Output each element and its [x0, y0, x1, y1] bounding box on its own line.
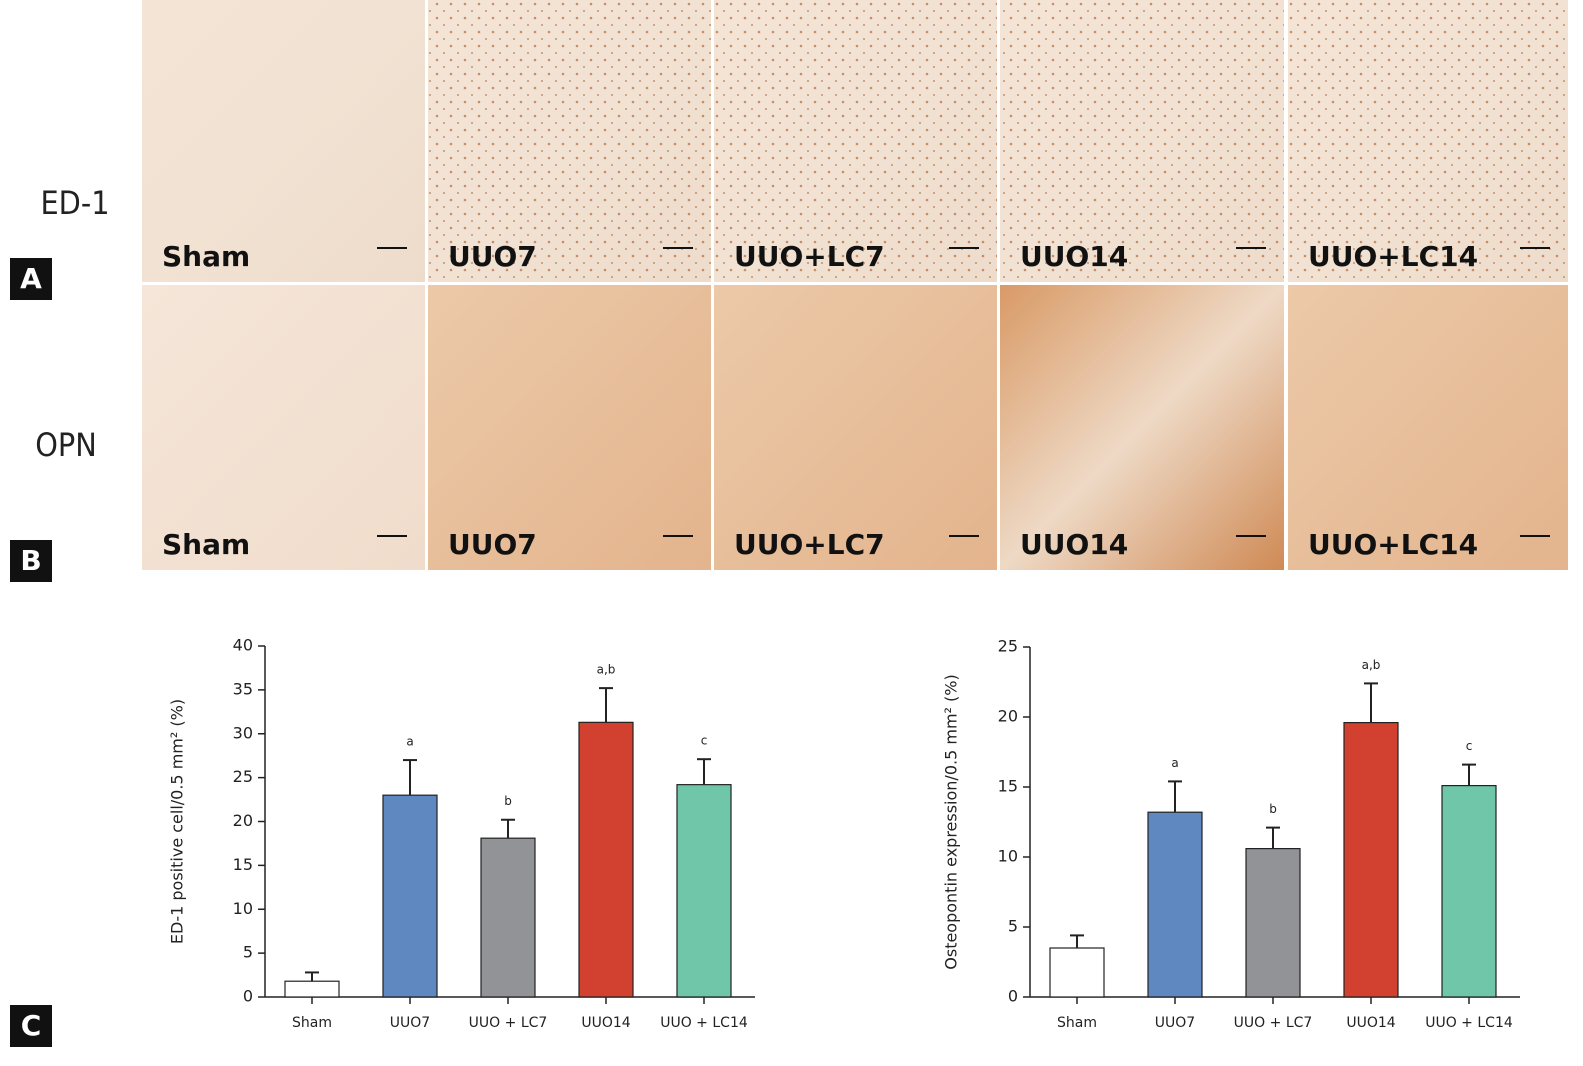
- y-tick-label: 10: [998, 847, 1018, 866]
- bar: [1049, 947, 1105, 998]
- significance-label: c: [701, 734, 708, 748]
- image-label: UUO+LC7: [734, 240, 885, 273]
- y-tick-label: 15: [233, 855, 253, 874]
- bar: [284, 980, 340, 998]
- panel-letter-box: [10, 258, 52, 300]
- bar: [578, 721, 634, 998]
- significance-label: a,b: [1362, 658, 1381, 672]
- x-tick-label: UUO7: [390, 1015, 430, 1031]
- significance-label: a,b: [597, 663, 616, 677]
- x-tick-label: UUO7: [1155, 1015, 1195, 1031]
- y-tick-label: 5: [243, 943, 253, 962]
- significance-label: b: [1269, 802, 1277, 816]
- y-tick-label: 25: [233, 767, 253, 786]
- y-axis-label: ED-1 positive cell/0.5 mm² (%): [168, 699, 187, 944]
- bar: [1343, 721, 1399, 998]
- stain-dots: [428, 0, 711, 282]
- significance-label: c: [1466, 739, 1473, 753]
- bar: [1245, 847, 1301, 998]
- y-tick-label: 5: [1008, 917, 1018, 936]
- stain-dots: [1000, 0, 1284, 282]
- x-tick-label: UUO14: [1346, 1015, 1395, 1031]
- panel-letter: A: [20, 262, 42, 295]
- stain-dots: [1288, 0, 1568, 282]
- y-tick-label: 25: [998, 637, 1018, 656]
- y-tick-label: 20: [233, 811, 253, 830]
- x-tick-label: UUO + LC14: [660, 1015, 748, 1031]
- bar: [480, 837, 536, 998]
- x-tick-label: UUO + LC14: [1425, 1015, 1513, 1031]
- image-label: Sham: [162, 240, 250, 273]
- micrograph: [142, 0, 425, 282]
- x-tick-label: UUO + LC7: [1234, 1015, 1313, 1031]
- panel-letter-box: [10, 540, 52, 582]
- y-tick-label: 15: [998, 777, 1018, 796]
- image-label: UUO7: [448, 240, 537, 273]
- micrograph: [1288, 285, 1568, 570]
- x-tick-label: UUO + LC7: [469, 1015, 548, 1031]
- image-label: UUO14: [1020, 240, 1128, 273]
- x-tick-label: Sham: [1057, 1015, 1097, 1031]
- image-label: UUO+LC14: [1308, 240, 1478, 273]
- x-tick-label: Sham: [292, 1015, 332, 1031]
- image-label: Sham: [162, 528, 250, 561]
- y-tick-label: 0: [243, 987, 253, 1006]
- y-axis-label: Osteopontin expression/0.5 mm² (%): [942, 674, 961, 969]
- micrograph: [428, 285, 711, 570]
- x-tick-label: UUO14: [581, 1015, 630, 1031]
- micrograph: [142, 285, 425, 570]
- y-tick-label: 30: [233, 723, 253, 742]
- y-tick-label: 35: [233, 679, 253, 698]
- y-tick-label: 20: [998, 707, 1018, 726]
- image-label: UUO7: [448, 528, 537, 561]
- stain-dots: [714, 0, 997, 282]
- image-label: UUO+LC14: [1308, 528, 1478, 561]
- bar: [1441, 784, 1497, 998]
- significance-label: a: [1171, 756, 1178, 770]
- row-label: ED-1: [40, 184, 109, 222]
- row-label: OPN: [35, 426, 97, 464]
- panel-letter: C: [21, 1009, 42, 1042]
- micrograph: [714, 285, 997, 570]
- y-tick-label: 40: [233, 636, 253, 655]
- bar: [1147, 811, 1203, 998]
- y-tick-label: 10: [233, 899, 253, 918]
- y-tick-label: 0: [1008, 987, 1018, 1006]
- panel-letter-box: [10, 1005, 52, 1047]
- image-label: UUO14: [1020, 528, 1128, 561]
- image-label: UUO+LC7: [734, 528, 885, 561]
- panel-letter: B: [20, 544, 41, 577]
- bar: [676, 784, 732, 998]
- bar: [382, 794, 438, 998]
- significance-label: a: [406, 735, 413, 749]
- micrograph: [1000, 285, 1284, 570]
- significance-label: b: [504, 794, 512, 808]
